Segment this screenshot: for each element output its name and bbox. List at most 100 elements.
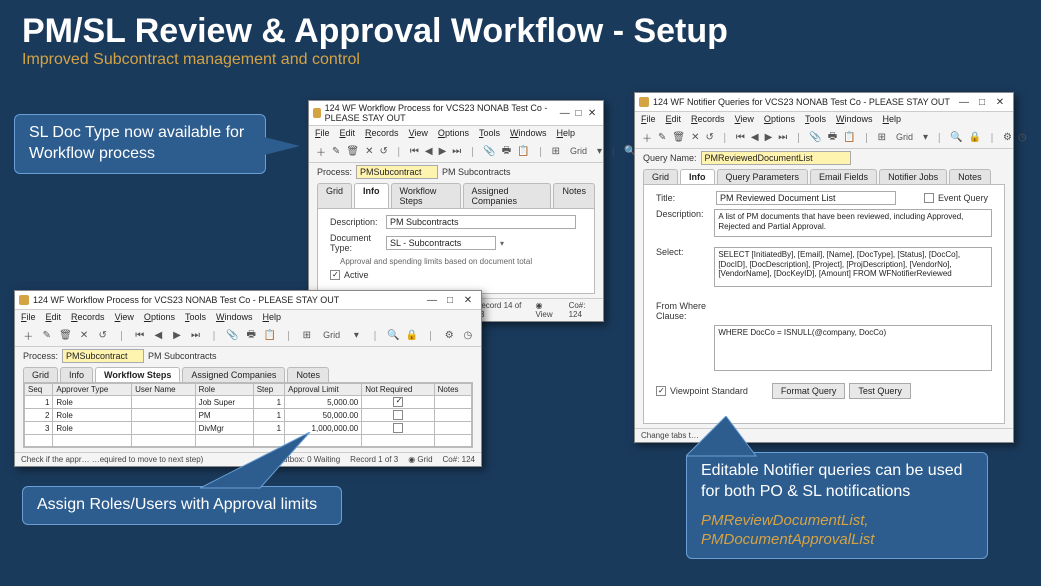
menu-edit[interactable]: Edit bbox=[666, 114, 682, 124]
toolbar-button[interactable]: 🔍 bbox=[386, 327, 401, 343]
toolbar-button[interactable]: ⏮ bbox=[735, 129, 746, 145]
toolbar-button[interactable]: ✎ bbox=[657, 129, 667, 145]
table-cell[interactable] bbox=[362, 409, 434, 422]
toolbar-button[interactable]: 📎 bbox=[482, 143, 496, 159]
toolbar-button[interactable]: 🗑 bbox=[345, 143, 360, 159]
table-cell[interactable]: 3 bbox=[25, 422, 53, 435]
toolbar-button[interactable]: ｜ bbox=[607, 143, 619, 159]
description-textarea[interactable]: A list of PM documents that have been re… bbox=[714, 209, 992, 237]
toolbar-button[interactable]: ｜ bbox=[281, 327, 296, 343]
toolbar-button[interactable]: Grid bbox=[318, 327, 345, 343]
tab-workflow-steps[interactable]: Workflow Steps bbox=[391, 183, 461, 208]
menu-tools[interactable]: Tools bbox=[185, 312, 206, 322]
where-textarea[interactable]: WHERE DocCo = ISNULL(@company, DocCo) bbox=[714, 325, 992, 371]
process-input[interactable]: PMSubcontract bbox=[62, 349, 144, 363]
toolbar-button[interactable]: ⏮ bbox=[133, 327, 148, 343]
toolbar-button[interactable]: ↺ bbox=[95, 327, 110, 343]
not-required-checkbox[interactable] bbox=[393, 410, 403, 420]
toolbar-button[interactable]: 📎 bbox=[225, 327, 240, 343]
table-cell[interactable]: 50,000.00 bbox=[285, 409, 362, 422]
window-titlebar[interactable]: 124 WF Workflow Process for VCS23 NONAB … bbox=[309, 101, 603, 126]
toolbar-button[interactable]: 🔍 bbox=[949, 129, 963, 145]
process-input[interactable]: PMSubcontract bbox=[356, 165, 438, 179]
close-button[interactable]: ✕ bbox=[459, 293, 477, 307]
column-header[interactable]: Role bbox=[195, 384, 253, 396]
table-cell[interactable]: Role bbox=[53, 422, 132, 435]
toolbar-button[interactable]: ▾ bbox=[922, 129, 929, 145]
viewpoint-standard-checkbox[interactable] bbox=[656, 386, 666, 396]
menu-help[interactable]: Help bbox=[883, 114, 902, 124]
tab-assigned-companies[interactable]: Assigned Companies bbox=[182, 367, 285, 382]
table-cell[interactable] bbox=[362, 422, 434, 435]
menu-help[interactable]: Help bbox=[263, 312, 282, 322]
table-cell[interactable]: 1 bbox=[253, 396, 284, 409]
tab-grid[interactable]: Grid bbox=[23, 367, 58, 382]
maximize-button[interactable]: □ bbox=[572, 106, 586, 120]
toolbar-button[interactable]: 🔒 bbox=[968, 129, 982, 145]
toolbar-button[interactable]: 📎 bbox=[808, 129, 822, 145]
table-cell[interactable]: 1 bbox=[253, 409, 284, 422]
dropdown-icon[interactable]: ▾ bbox=[500, 239, 504, 248]
maximize-button[interactable]: □ bbox=[973, 95, 991, 109]
tab-info[interactable]: Info bbox=[60, 367, 93, 382]
menu-tools[interactable]: Tools bbox=[479, 128, 500, 138]
toolbar-button[interactable]: ⏮ bbox=[409, 143, 420, 159]
toolbar-button[interactable]: ▾ bbox=[349, 327, 364, 343]
toolbar-button[interactable]: ｜ bbox=[393, 143, 405, 159]
menu-tools[interactable]: Tools bbox=[805, 114, 826, 124]
tab-query-parameters[interactable]: Query Parameters bbox=[717, 169, 809, 184]
table-cell[interactable]: Role bbox=[53, 396, 132, 409]
tab-notes[interactable]: Notes bbox=[949, 169, 991, 184]
toolbar-button[interactable]: Grid bbox=[565, 143, 592, 159]
tab-workflow-steps[interactable]: Workflow Steps bbox=[95, 367, 180, 382]
event-query-checkbox[interactable] bbox=[924, 193, 934, 203]
toolbar-button[interactable]: 🖶 bbox=[501, 143, 512, 159]
toolbar-button[interactable]: ✕ bbox=[690, 129, 700, 145]
minimize-button[interactable]: — bbox=[423, 293, 441, 307]
table-cell[interactable]: Job Super bbox=[195, 396, 253, 409]
menu-file[interactable]: File bbox=[21, 312, 36, 322]
toolbar-button[interactable]: 🖶 bbox=[827, 129, 838, 145]
toolbar[interactable]: ＋✎🗑✕↺｜⏮◀▶⏭｜📎🖶📋｜⊞Grid▾｜🔍🔒｜⚙◷ bbox=[635, 126, 1013, 149]
toolbar-button[interactable]: ✕ bbox=[77, 327, 92, 343]
toolbar-button[interactable]: ◀ bbox=[151, 327, 166, 343]
toolbar-button[interactable]: ｜ bbox=[466, 143, 478, 159]
toolbar-button[interactable]: 🖶 bbox=[244, 327, 259, 343]
toolbar-button[interactable]: ⚙ bbox=[442, 327, 457, 343]
toolbar-button[interactable]: ⊞ bbox=[551, 143, 561, 159]
toolbar-button[interactable]: ⊞ bbox=[877, 129, 887, 145]
toolbar-button[interactable]: ▾ bbox=[596, 143, 603, 159]
tab-notes[interactable]: Notes bbox=[287, 367, 329, 382]
toolbar-button[interactable]: ◀ bbox=[424, 143, 434, 159]
menubar[interactable]: FileEditRecordsViewOptionsToolsWindowsHe… bbox=[635, 112, 1013, 126]
toolbar-button[interactable]: ▶ bbox=[764, 129, 774, 145]
table-cell[interactable] bbox=[362, 396, 434, 409]
toolbar-button[interactable]: ⏭ bbox=[451, 143, 462, 159]
toolbar-button[interactable]: ↺ bbox=[378, 143, 388, 159]
table-row[interactable]: 2RolePM150,000.00 bbox=[25, 409, 472, 422]
table-cell[interactable] bbox=[132, 396, 195, 409]
close-button[interactable]: ✕ bbox=[585, 106, 599, 120]
not-required-checkbox[interactable] bbox=[393, 397, 403, 407]
column-header[interactable]: Step bbox=[253, 384, 284, 396]
menu-windows[interactable]: Windows bbox=[836, 114, 873, 124]
table-cell[interactable] bbox=[132, 409, 195, 422]
toolbar-button[interactable]: ⚙ bbox=[1002, 129, 1013, 145]
toolbar-button[interactable]: ▶ bbox=[438, 143, 448, 159]
tab-email-fields[interactable]: Email Fields bbox=[810, 169, 877, 184]
toolbar-button[interactable]: ｜ bbox=[207, 327, 222, 343]
toolbar-button[interactable]: 🗑 bbox=[58, 327, 73, 343]
select-textarea[interactable]: SELECT [InitiatedBy], [Email], [Name], [… bbox=[714, 247, 992, 287]
tab-strip[interactable]: GridInfoWorkflow StepsAssigned Companies… bbox=[15, 365, 481, 382]
tab-notes[interactable]: Notes bbox=[553, 183, 595, 208]
toolbar-button[interactable]: ↺ bbox=[704, 129, 714, 145]
queryname-input[interactable]: PMReviewedDocumentList bbox=[701, 151, 851, 165]
tab-grid[interactable]: Grid bbox=[317, 183, 352, 208]
menu-windows[interactable]: Windows bbox=[510, 128, 547, 138]
table-cell[interactable]: Role bbox=[53, 409, 132, 422]
toolbar-button[interactable]: 🔒 bbox=[405, 327, 420, 343]
tab-info[interactable]: Info bbox=[354, 183, 389, 208]
toolbar-button[interactable]: ⏭ bbox=[777, 129, 788, 145]
toolbar-button[interactable]: ｜ bbox=[368, 327, 383, 343]
toolbar-button[interactable]: ✎ bbox=[331, 143, 341, 159]
